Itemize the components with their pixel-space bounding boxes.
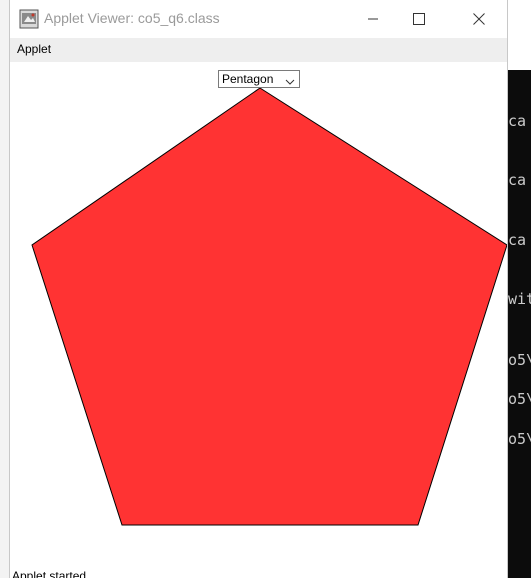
java-applet-icon <box>19 9 39 29</box>
window-title: Applet Viewer: co5_q6.class <box>44 10 220 26</box>
title-bar[interactable]: Applet Viewer: co5_q6.class <box>10 0 507 38</box>
maximize-icon <box>413 13 425 25</box>
shape-drawing <box>31 87 507 526</box>
status-bar-text: Applet started <box>12 569 87 578</box>
terminal-line: o5\ <box>508 390 531 408</box>
maximize-button[interactable] <box>396 0 442 38</box>
terminal-line: ca <box>508 171 527 189</box>
pentagon-shape <box>31 87 507 526</box>
menu-bar: Applet <box>10 38 507 62</box>
minimize-icon <box>368 18 378 20</box>
close-icon <box>473 13 485 25</box>
terminal-line: o5\ <box>508 351 531 369</box>
minimize-button[interactable] <box>350 0 396 38</box>
terminal-line: ca <box>508 231 527 249</box>
terminal-line: o5\ <box>508 430 531 448</box>
close-button[interactable] <box>456 0 502 38</box>
background-window-strip <box>508 0 531 70</box>
menu-item-applet[interactable]: Applet <box>17 42 52 56</box>
chevron-down-icon <box>285 75 295 89</box>
background-terminal: ca ca ca wit o5\ o5\ o5\ <box>508 70 531 578</box>
shape-dropdown[interactable]: Pentagon <box>218 70 300 88</box>
terminal-line: wit <box>508 290 531 308</box>
terminal-line: ca <box>508 112 527 130</box>
applet-canvas[interactable]: Pentagon <box>10 62 507 562</box>
shape-dropdown-value: Pentagon <box>222 72 274 86</box>
applet-viewer-window: Applet Viewer: co5_q6.class Applet Penta… <box>9 0 508 578</box>
background-desktop <box>0 0 9 578</box>
